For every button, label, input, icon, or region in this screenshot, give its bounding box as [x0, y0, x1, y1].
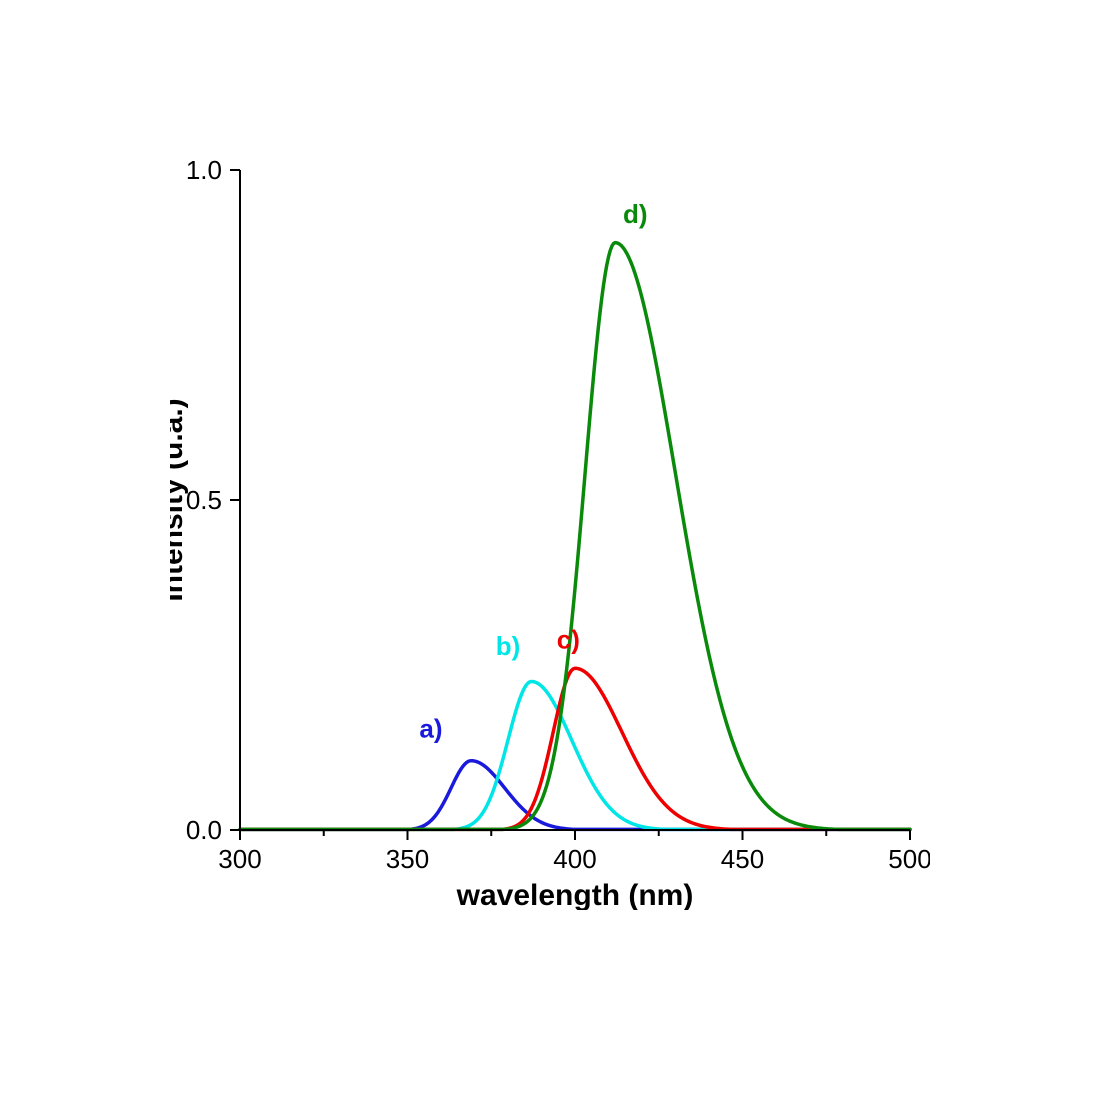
series-label-c: c)	[557, 625, 580, 655]
series-b	[240, 682, 910, 830]
ytick-label: 0.0	[186, 815, 222, 845]
ytick-label: 0.5	[186, 485, 222, 515]
ytick-label: 1.0	[186, 155, 222, 185]
series-label-d: d)	[623, 199, 648, 229]
xtick-label: 450	[721, 844, 764, 874]
xtick-label: 500	[888, 844, 930, 874]
xtick-label: 300	[218, 844, 261, 874]
series-a	[240, 761, 910, 830]
x-axis-title: wavelength (nm)	[456, 879, 694, 910]
xtick-label: 400	[553, 844, 596, 874]
axes	[240, 170, 910, 830]
series-label-a: a)	[419, 714, 442, 744]
xtick-label: 350	[386, 844, 429, 874]
chart-svg: 0.0 0.5 1.0 300 350 400 450 500 wavelength (nm) I…	[170, 150, 930, 910]
series-d	[240, 243, 910, 830]
y-axis-title: Intensity (u.a.)	[170, 398, 189, 601]
spectrum-chart: 0.00.51.0300350400450500wavelength (nm)I…	[170, 150, 930, 890]
series-label-b: b)	[496, 631, 521, 661]
